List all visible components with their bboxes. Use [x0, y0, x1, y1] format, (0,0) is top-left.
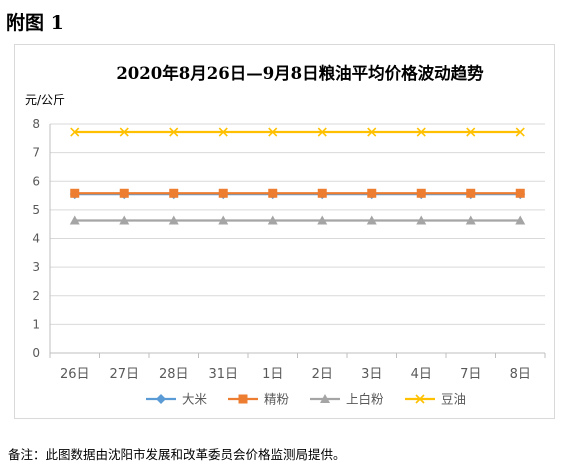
y-tick-label: 3: [32, 260, 40, 274]
data-point-x: [70, 127, 80, 137]
y-tick-label: 6: [32, 174, 40, 188]
legend-label: 精粉: [264, 392, 290, 407]
data-point-x: [416, 127, 426, 137]
chart-frame: [14, 44, 555, 419]
x-tick-label: 1日: [262, 367, 283, 382]
legend-item: 精粉: [228, 392, 290, 407]
data-point-triangle: [119, 215, 130, 225]
data-point-x: [317, 127, 327, 137]
data-point-triangle: [69, 215, 80, 225]
footnote: 备注：此图数据由沈阳市发展和改革委员会价格监测局提供。: [8, 447, 346, 462]
x-tick-label: 3日: [361, 367, 382, 382]
data-point-triangle: [416, 215, 427, 225]
data-point-square: [169, 188, 179, 198]
data-point-triangle: [320, 394, 330, 403]
data-point-diamond: [156, 394, 166, 404]
y-axis-label: 元/公斤: [25, 93, 65, 107]
data-point-triangle: [317, 215, 328, 225]
y-tick-label: 7: [32, 146, 40, 160]
data-point-square: [119, 188, 129, 198]
series: [69, 127, 526, 225]
x-tick-label: 31日: [208, 367, 238, 382]
x-tick-label: 2日: [312, 367, 333, 382]
data-point-square: [466, 188, 476, 198]
legend-item: 大米: [146, 392, 208, 407]
x-tick-label: 27日: [109, 367, 139, 382]
data-point-x: [515, 127, 525, 137]
data-point-triangle: [366, 215, 377, 225]
x-tick-label: 28日: [159, 367, 189, 382]
y-tick-label: 1: [32, 317, 40, 331]
data-point-x: [367, 127, 377, 137]
data-point-square: [416, 188, 426, 198]
x-tick-label: 26日: [60, 367, 90, 382]
data-point-x: [415, 394, 425, 404]
legend-label: 豆油: [441, 392, 466, 407]
legend-label: 上白粉: [346, 392, 384, 407]
data-point-x: [466, 127, 476, 137]
data-point-square: [317, 188, 327, 198]
y-tick-label: 5: [32, 203, 40, 217]
x-tick-label: 8日: [510, 367, 531, 382]
chart-title: 2020年8月26日—9月8日粮油平均价格波动趋势: [116, 63, 484, 83]
y-tick-label: 8: [32, 117, 40, 131]
gridlines: [50, 123, 545, 325]
axes: 0 1 2 3 4 5 6 7 8 26日 27日 28日 31日 1日 2日 3日 4日 7日 8日: [32, 117, 546, 382]
legend-item: 豆油: [405, 392, 466, 407]
data-point-triangle: [218, 215, 229, 225]
data-point-triangle: [267, 215, 278, 225]
series-x: [70, 127, 525, 137]
data-point-square: [218, 188, 228, 198]
figure-heading: 附图 1: [6, 12, 64, 34]
data-point-x: [218, 127, 228, 137]
data-point-x: [119, 127, 129, 137]
data-point-square: [70, 188, 80, 198]
data-point-x: [268, 127, 278, 137]
data-point-square: [515, 188, 525, 198]
data-point-square: [268, 188, 278, 198]
series-square: [70, 188, 525, 198]
data-point-triangle: [515, 215, 526, 225]
y-tick-label: 0: [32, 346, 40, 360]
data-point-triangle: [168, 215, 179, 225]
data-point-square: [367, 188, 377, 198]
legend-item: 上白粉: [310, 392, 384, 407]
legend: 大米 精粉 上白粉 豆油: [146, 392, 466, 407]
legend-label: 大米: [182, 392, 208, 407]
y-tick-label: 4: [32, 232, 40, 246]
data-point-triangle: [465, 215, 476, 225]
x-tick-label: 7日: [460, 367, 481, 382]
x-tick-label: 4日: [411, 367, 432, 382]
data-point-x: [169, 127, 179, 137]
data-point-square: [238, 394, 248, 404]
series-triangle: [69, 215, 526, 225]
y-tick-label: 2: [32, 289, 40, 303]
